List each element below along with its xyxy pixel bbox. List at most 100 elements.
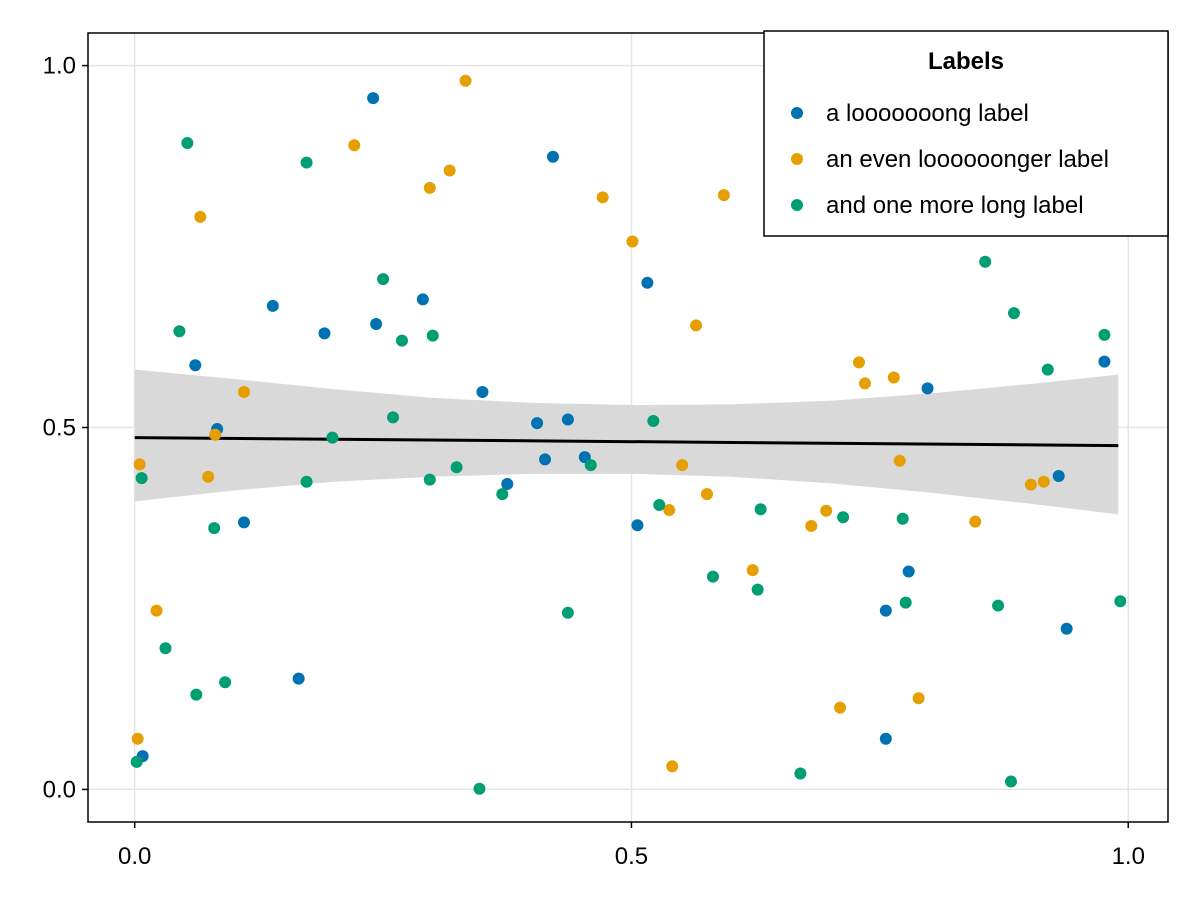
point-series-2-29	[969, 515, 982, 528]
point-series-1-23	[921, 382, 934, 395]
point-series-1-5	[266, 299, 279, 312]
point-series-1-19	[641, 276, 654, 289]
point-series-3-36	[1098, 328, 1111, 341]
point-series-2-30	[1024, 478, 1037, 491]
point-series-1-26	[1098, 355, 1111, 368]
point-series-1-2	[189, 359, 202, 372]
point-series-3-16	[426, 329, 439, 342]
point-series-2-18	[700, 488, 713, 501]
point-series-2-26	[887, 371, 900, 384]
point-series-3-27	[794, 767, 807, 780]
point-series-3-2	[135, 472, 148, 485]
point-series-3-22	[647, 414, 660, 427]
point-series-3-31	[979, 255, 992, 268]
point-series-3-9	[300, 156, 313, 169]
point-series-2-2	[133, 458, 146, 471]
point-series-1-21	[879, 732, 892, 745]
point-series-3-3	[159, 642, 172, 655]
legend-marker-series-1	[791, 107, 803, 119]
point-series-2-9	[423, 181, 436, 194]
legend-label-series-2: an even loooooonger label	[826, 146, 1109, 173]
point-series-3-28	[837, 511, 850, 524]
x-tick-label-2: 1.0	[1112, 843, 1145, 870]
point-series-3-10	[300, 475, 313, 488]
point-series-3-5	[181, 137, 194, 150]
point-series-2-31	[1037, 475, 1050, 488]
point-series-1-11	[476, 386, 489, 399]
point-series-3-20	[561, 606, 574, 619]
legend-title: Labels	[928, 48, 1004, 75]
point-series-3-15	[423, 473, 436, 486]
regression-line-path	[134, 436, 1119, 448]
point-series-3-35	[1041, 363, 1054, 376]
point-series-1-10	[416, 293, 429, 306]
point-series-1-25	[1060, 622, 1073, 635]
point-series-1-13	[531, 417, 544, 430]
point-series-1-18	[631, 519, 644, 532]
point-series-3-21	[584, 459, 597, 472]
legend-label-series-3: and one more long label	[826, 192, 1084, 219]
point-series-3-18	[473, 782, 486, 795]
point-series-3-12	[377, 273, 390, 286]
point-series-1-14	[539, 453, 552, 466]
point-series-3-11	[326, 431, 339, 444]
point-series-2-17	[690, 319, 703, 332]
point-series-2-13	[626, 235, 639, 248]
point-series-2-14	[663, 504, 676, 517]
point-series-1-7	[318, 327, 331, 340]
point-series-3-17	[450, 461, 463, 474]
regression-line	[134, 436, 1119, 448]
point-series-2-7	[237, 386, 250, 399]
point-series-2-1	[131, 732, 144, 745]
point-series-2-21	[805, 519, 818, 532]
point-series-1-8	[367, 92, 380, 105]
point-series-1-15	[546, 150, 559, 163]
point-series-1-9	[370, 317, 383, 330]
point-series-2-16	[676, 459, 689, 472]
point-series-3-4	[173, 325, 186, 338]
legend-marker-series-3	[791, 199, 803, 211]
point-series-1-16	[561, 413, 574, 426]
point-series-3-13	[387, 411, 400, 424]
point-series-2-27	[893, 454, 906, 467]
point-series-3-19	[496, 488, 509, 501]
point-series-1-4	[237, 516, 250, 529]
x-tick-label-1: 0.5	[615, 843, 648, 870]
point-series-1-20	[879, 604, 892, 617]
point-series-3-6	[190, 688, 203, 701]
point-series-2-20	[746, 564, 759, 577]
point-series-2-19	[717, 189, 730, 202]
data-points	[130, 74, 1127, 795]
point-series-3-25	[751, 583, 764, 596]
point-series-2-25	[858, 377, 871, 390]
point-series-3-37	[1114, 595, 1127, 608]
axis-ticks: 0.0 0.5 1.0 0.0 0.5 1.0	[43, 53, 1145, 870]
point-series-3-1	[130, 755, 143, 768]
point-series-3-26	[754, 503, 767, 516]
point-series-3-8	[219, 676, 232, 689]
y-tick-label-1: 0.5	[43, 415, 76, 442]
point-series-3-30	[899, 596, 912, 609]
y-tick-label-0: 0.0	[43, 776, 76, 803]
point-series-2-12	[596, 191, 609, 204]
point-series-3-33	[1005, 775, 1018, 788]
point-series-2-22	[820, 504, 833, 517]
point-series-3-24	[706, 570, 719, 583]
point-series-2-24	[853, 356, 866, 369]
point-series-1-22	[902, 565, 915, 578]
point-series-1-24	[1052, 469, 1065, 482]
point-series-2-4	[194, 210, 207, 223]
point-series-3-7	[208, 522, 221, 535]
point-series-2-6	[209, 428, 222, 441]
point-series-3-29	[896, 512, 909, 525]
x-tick-label-0: 0.0	[118, 843, 151, 870]
point-series-2-3	[150, 604, 163, 617]
y-tick-label-2: 1.0	[43, 53, 76, 80]
point-series-2-11	[459, 74, 472, 87]
point-series-1-6	[292, 672, 305, 685]
legend-box	[763, 30, 1169, 237]
point-series-2-15	[666, 760, 679, 773]
legend-marker-series-2	[791, 153, 803, 165]
point-series-3-34	[1007, 307, 1020, 320]
